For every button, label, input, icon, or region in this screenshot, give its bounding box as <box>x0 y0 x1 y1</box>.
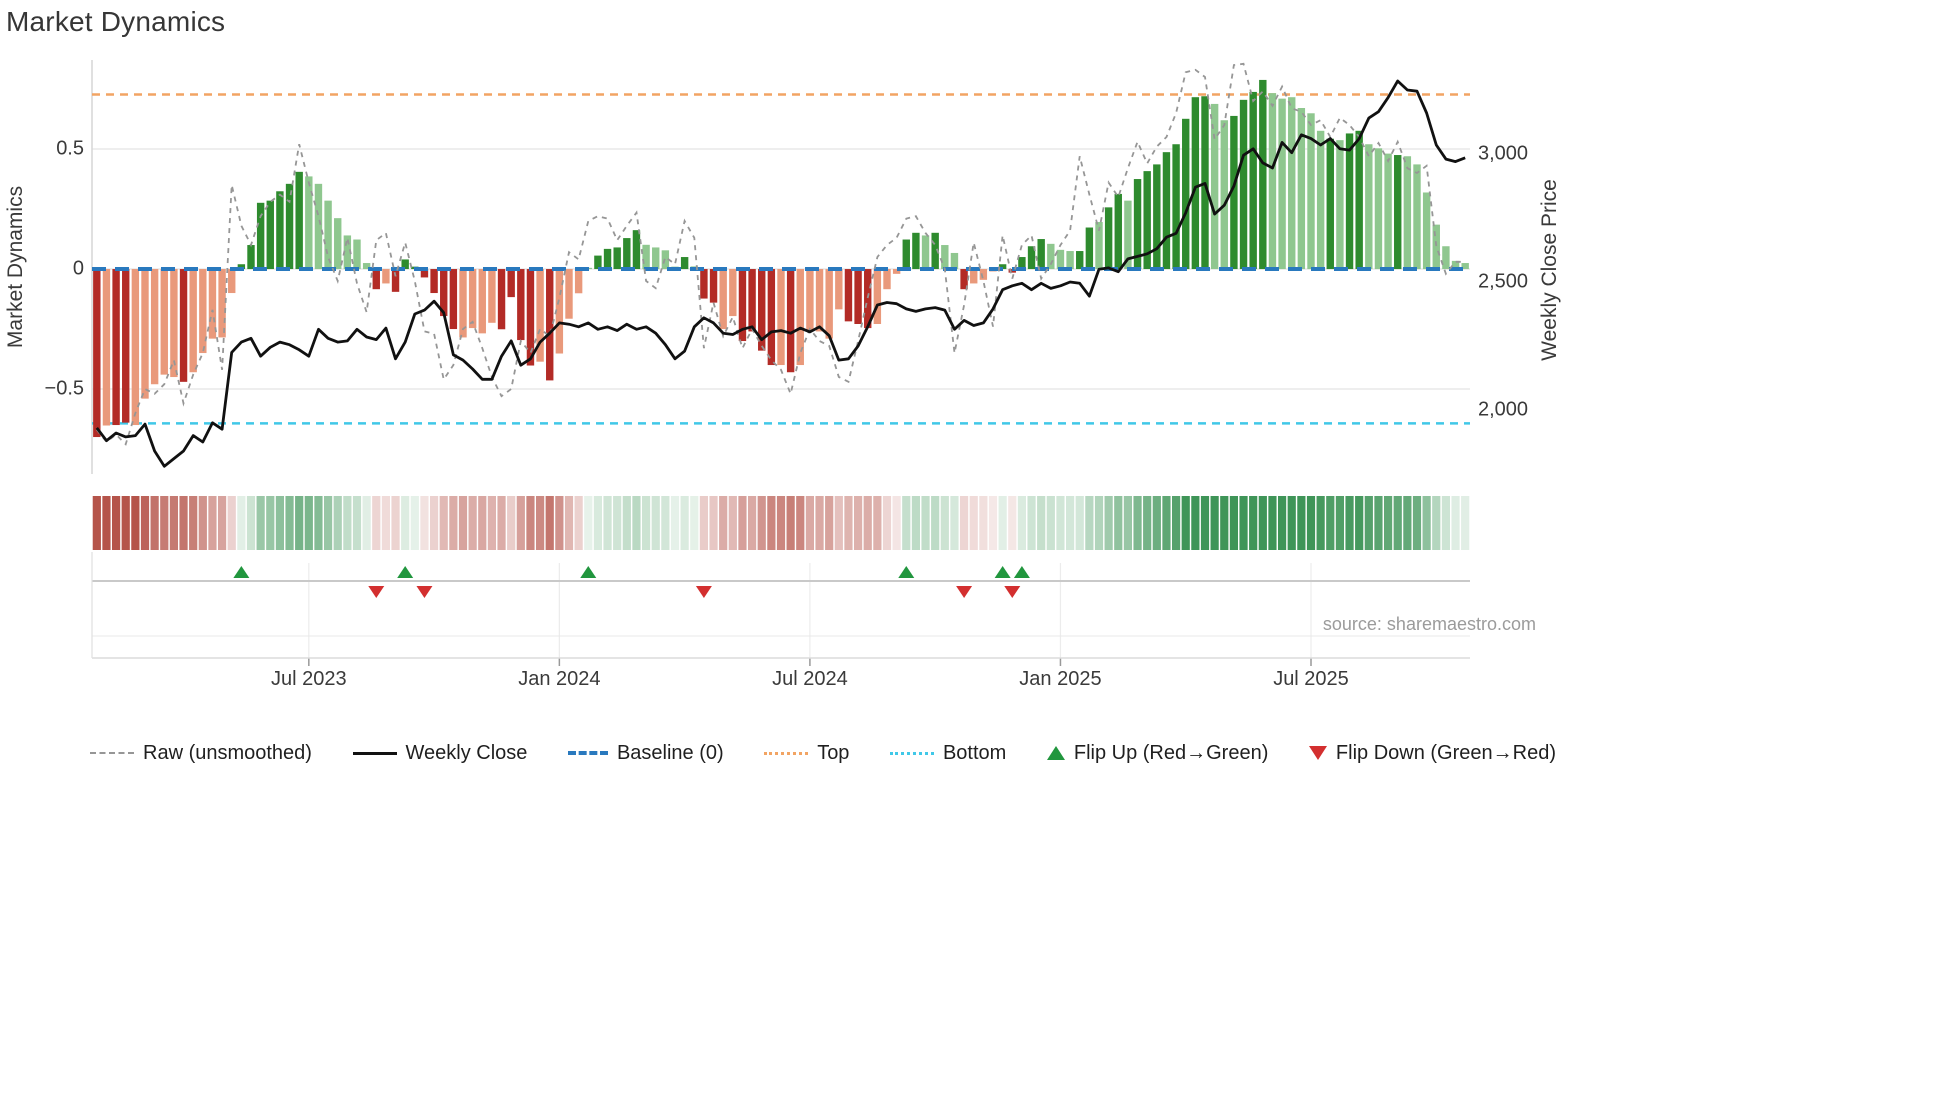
legend-item-top: Top <box>764 742 849 765</box>
legend-item-flip-down: Flip Down (Green→Red) <box>1308 742 1556 765</box>
chart-legend: Raw (unsmoothed) Weekly Close Baseline (… <box>90 735 1556 771</box>
legend-item-weekly-close: Weekly Close <box>352 742 527 765</box>
solid-black-line-icon <box>352 751 397 755</box>
green-up-triangle-icon <box>1046 746 1065 760</box>
x-tick-jul-2024: Jul 2024 <box>772 668 848 690</box>
dashed-gray-line-icon <box>90 752 134 754</box>
x-tick-jul-2025: Jul 2025 <box>1273 668 1349 690</box>
left-tick-neg-0-5: −0.5 <box>44 377 84 400</box>
dashed-blue-line-icon <box>567 751 608 755</box>
right-tick-2500: 2,500 <box>1478 270 1529 293</box>
legend-item-bottom: Bottom <box>889 742 1006 765</box>
source-attribution: source: sharemaestro.com <box>1322 614 1536 634</box>
left-tick-0-5: 0.5 <box>56 137 84 160</box>
chart-title: Market Dynamics <box>6 6 226 37</box>
red-down-triangle-icon <box>1308 746 1327 760</box>
left-tick-0: 0 <box>72 257 84 280</box>
x-tick-jul-2023: Jul 2023 <box>271 668 347 690</box>
right-axis-title: Weekly Close Price <box>1538 179 1561 361</box>
dotted-orange-line-icon <box>764 751 809 755</box>
x-tick-jan-2025: Jan 2025 <box>1019 668 1102 690</box>
x-tick-jan-2024: Jan 2024 <box>518 668 601 690</box>
legend-item-baseline: Baseline (0) <box>567 742 724 765</box>
legend-item-raw: Raw (unsmoothed) <box>90 742 312 765</box>
right-tick-3000: 3,000 <box>1478 142 1529 165</box>
right-tick-2000: 2,000 <box>1478 398 1529 421</box>
legend-item-flip-up: Flip Up (Red→Green) <box>1046 742 1268 765</box>
dotted-cyan-line-icon <box>889 751 934 755</box>
